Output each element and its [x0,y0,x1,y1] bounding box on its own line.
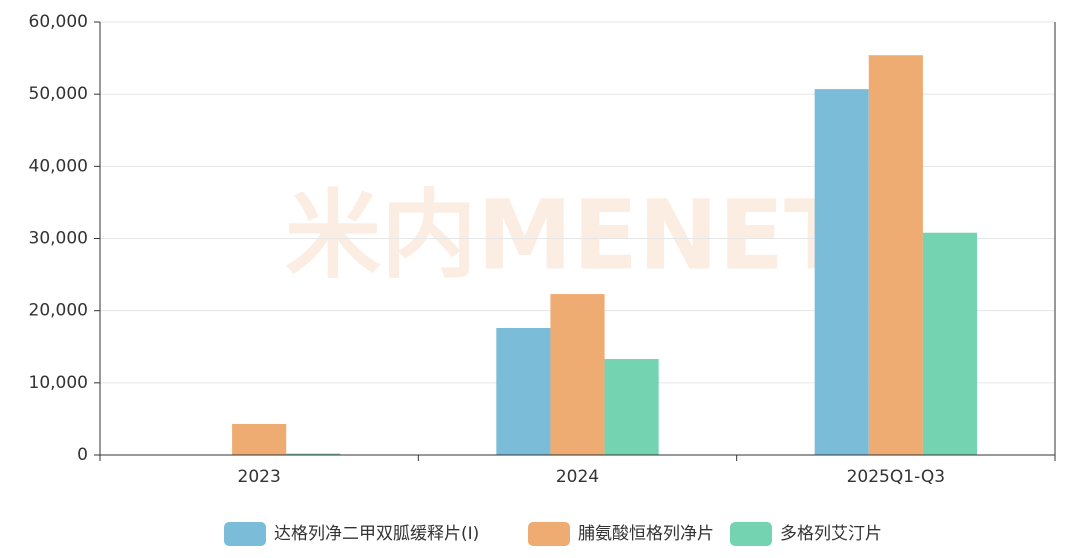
x-tick-label: 2024 [556,467,599,487]
y-tick-label: 60,000 [29,12,88,32]
x-tick-label: 2023 [238,467,281,487]
legend-swatch [528,522,570,546]
legend-swatch [730,522,772,546]
bar [814,89,869,456]
bar [496,327,551,455]
bar [868,55,923,456]
y-tick-label: 20,000 [29,301,88,321]
bar [604,359,659,455]
legend-label: 多格列艾汀片 [780,524,882,544]
legend-swatch [224,522,266,546]
bar [232,423,287,455]
bar [550,294,605,455]
y-tick-label: 40,000 [29,156,88,176]
legend-label: 脯氨酸恒格列净片 [578,524,714,544]
x-tick-label: 2025Q1-Q3 [847,467,945,487]
legend-label: 达格列净二甲双胍缓释片(Ⅰ) [274,524,479,544]
watermark: 米内MENET [285,179,850,291]
bar [922,232,978,455]
y-tick-label: 30,000 [29,229,88,249]
y-tick-label: 10,000 [29,373,88,393]
y-tick-label: 0 [77,445,88,465]
y-tick-label: 50,000 [29,84,88,104]
bar [286,453,341,455]
